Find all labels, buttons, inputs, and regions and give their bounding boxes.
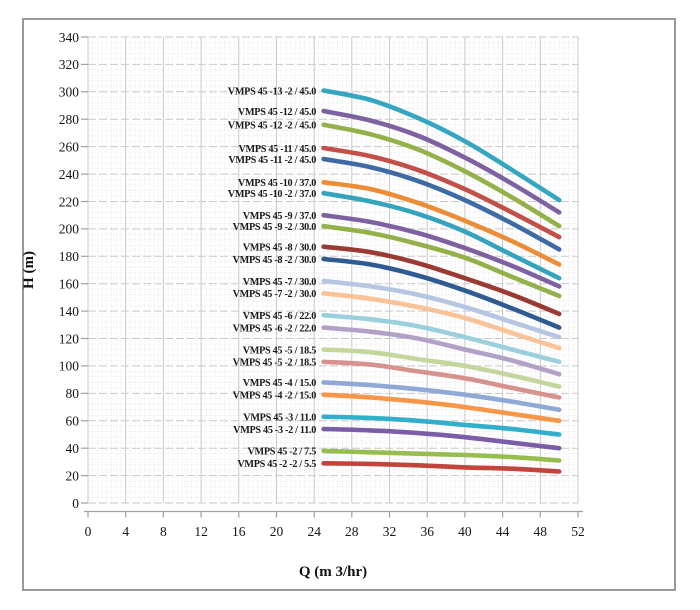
series-curve-11 xyxy=(321,256,562,330)
series-curve-14 xyxy=(321,312,562,365)
series-curve-1 xyxy=(321,88,562,203)
series-curves xyxy=(321,88,562,474)
series-curve-23 xyxy=(321,461,562,474)
series-curve-8 xyxy=(321,212,562,289)
series-label-4: VMPS 45 -11 / 45.0 xyxy=(238,144,316,155)
series-curve-9 xyxy=(321,223,562,299)
series-label-20: VMPS 45 -3 / 11.0 xyxy=(243,413,316,424)
y-tick-label: 180 xyxy=(59,249,80,264)
series-curve-12 xyxy=(321,278,562,340)
x-tick-label: 48 xyxy=(534,524,548,539)
series-curve-4 xyxy=(321,145,562,240)
y-tick-label: 80 xyxy=(66,386,80,401)
x-tick-label: 16 xyxy=(232,524,246,539)
y-tick-label: 100 xyxy=(59,359,80,374)
x-tick-label: 4 xyxy=(122,524,129,539)
series-label-17: VMPS 45 -5 -2 / 18.5 xyxy=(233,358,317,369)
series-label-2: VMPS 45 -12 / 45.0 xyxy=(238,107,316,118)
series-curve-20 xyxy=(321,414,562,437)
x-tick-label: 28 xyxy=(345,524,359,539)
series-curve-16 xyxy=(321,347,562,389)
series-label-12: VMPS 45 -7 / 30.0 xyxy=(243,277,316,288)
series-curve-18 xyxy=(321,380,562,413)
series-label-21: VMPS 45 -3 -2 / 11.0 xyxy=(233,425,316,436)
y-tick-label: 320 xyxy=(59,57,80,72)
series-curve-13 xyxy=(321,291,562,351)
series-label-6: VMPS 45 -10 / 37.0 xyxy=(238,178,316,189)
x-tick-label: 24 xyxy=(307,524,321,539)
x-tick-label: 36 xyxy=(420,524,434,539)
series-curve-6 xyxy=(321,180,562,267)
y-tick-label: 280 xyxy=(59,112,80,127)
grid-minor xyxy=(88,37,578,503)
series-label-19: VMPS 45 -4 -2 / 15.0 xyxy=(233,391,317,402)
x-tick-label: 0 xyxy=(85,524,92,539)
series-curve-3 xyxy=(321,122,562,229)
y-tick-label: 240 xyxy=(59,167,80,182)
series-curve-19 xyxy=(321,392,562,424)
series-labels: VMPS 45 -13 -2 / 45.0 VMPS 45 -12 / 45.0 V… xyxy=(228,86,317,470)
y-tick-label: 60 xyxy=(66,414,80,429)
y-tick-label: 20 xyxy=(66,468,80,483)
series-label-16: VMPS 45 -5 / 18.5 xyxy=(243,345,316,356)
y-axis-title: H (m) xyxy=(21,251,37,289)
series-curve-10 xyxy=(321,244,562,317)
series-curve-2 xyxy=(321,108,562,215)
series-label-13: VMPS 45 -7 -2 / 30.0 xyxy=(233,289,317,300)
y-tick-label: 260 xyxy=(59,139,80,154)
series-curve-15 xyxy=(321,325,562,377)
x-tick-label: 32 xyxy=(383,524,397,539)
series-curve-22 xyxy=(321,448,562,463)
series-curve-7 xyxy=(321,190,562,281)
y-tick-label: 220 xyxy=(59,194,80,209)
tick-labels: 0 4 8 12 16 20 24 28 32 36 40 44 48 52020406080100120… xyxy=(59,30,585,539)
x-tick-label: 52 xyxy=(571,524,585,539)
series-label-1: VMPS 45 -13 -2 / 45.0 xyxy=(228,86,316,97)
x-tick-label: 8 xyxy=(160,524,167,539)
x-tick-label: 44 xyxy=(496,524,510,539)
x-tick-label: 40 xyxy=(458,524,472,539)
y-tick-label: 200 xyxy=(59,222,80,237)
y-tick-label: 160 xyxy=(59,277,80,292)
series-label-15: VMPS 45 -6 -2 / 22.0 xyxy=(233,323,317,334)
series-label-23: VMPS 45 -2 -2 / 5.5 xyxy=(237,459,316,470)
series-curve-5 xyxy=(321,156,562,252)
series-label-10: VMPS 45 -8 / 30.0 xyxy=(243,243,316,254)
series-label-18: VMPS 45 -4 / 15.0 xyxy=(243,378,316,389)
x-tick-label: 12 xyxy=(194,524,208,539)
series-label-11: VMPS 45 -8 -2 / 30.0 xyxy=(233,255,317,266)
y-tick-label: 300 xyxy=(59,85,80,100)
series-label-22: VMPS 45 -2 / 7.5 xyxy=(248,447,317,458)
series-label-9: VMPS 45 -9 -2 / 30.0 xyxy=(233,222,317,233)
series-label-14: VMPS 45 -6 / 22.0 xyxy=(243,311,316,322)
x-tick-label: 20 xyxy=(270,524,284,539)
series-label-8: VMPS 45 -9 / 37.0 xyxy=(243,211,316,222)
axes xyxy=(81,36,583,518)
series-label-5: VMPS 45 -11 -2 / 45.0 xyxy=(228,155,316,166)
y-tick-label: 40 xyxy=(66,441,80,456)
y-tick-label: 120 xyxy=(59,331,80,346)
series-label-3: VMPS 45 -12 -2 / 45.0 xyxy=(228,121,316,132)
y-tick-label: 0 xyxy=(72,496,79,511)
series-curve-21 xyxy=(321,426,562,451)
x-axis-title: Q (m 3/hr) xyxy=(299,564,367,580)
y-tick-label: 340 xyxy=(59,30,80,45)
figure-frame xyxy=(22,18,676,591)
series-label-7: VMPS 45 -10 -2 / 37.0 xyxy=(228,189,316,200)
series-curve-17 xyxy=(321,359,562,400)
y-tick-label: 140 xyxy=(59,304,80,319)
